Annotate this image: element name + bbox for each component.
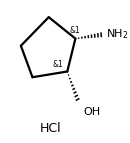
Text: OH: OH [83,107,101,117]
Text: &1: &1 [69,26,80,35]
Text: NH$_2$: NH$_2$ [106,27,129,41]
Text: HCl: HCl [40,122,62,135]
Text: &1: &1 [53,60,64,69]
